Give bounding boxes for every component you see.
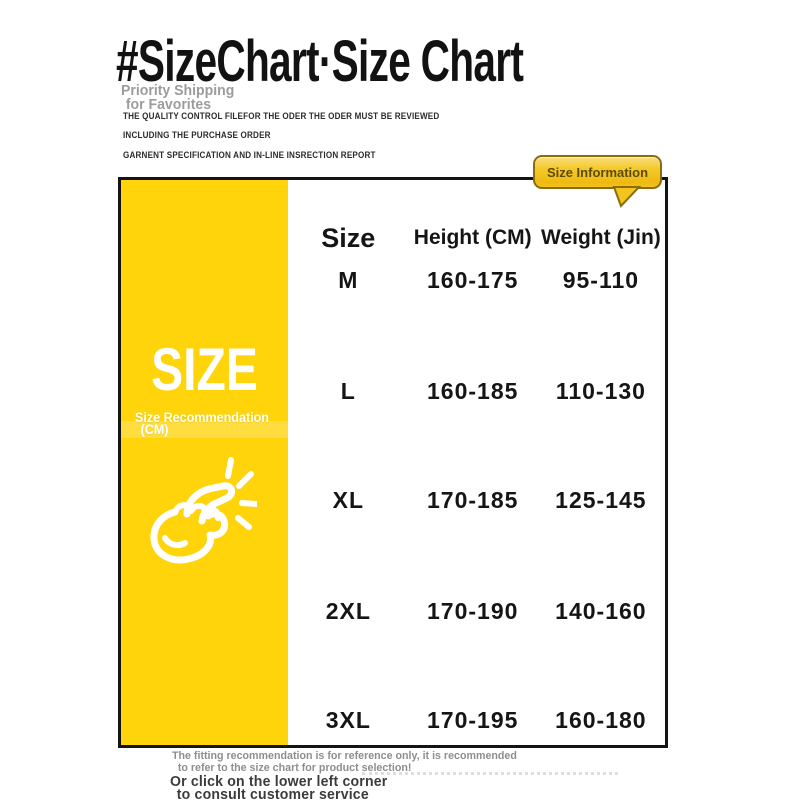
size-information-ribbon: Size Information — [533, 155, 662, 189]
quality-note-3: GARNENT SPECIFICATION AND IN-LINE INSREC… — [123, 150, 376, 160]
quality-note-1: THE QUALITY CONTROL FILEFOR THE ODER THE… — [123, 111, 440, 121]
size-table: SIZE Size Recommendation (CM) — [118, 177, 668, 748]
cta-line2: to consult customer service — [176, 787, 369, 800]
fitting-disclaimer: The fitting recommendation is for refere… — [172, 750, 517, 774]
size-panel: SIZE Size Recommendation (CM) — [121, 180, 288, 745]
dotted-divider — [362, 772, 618, 775]
subtitle-line2: for Favorites — [125, 96, 212, 113]
cell-height: 160-175 — [427, 266, 519, 293]
col-header-weight: Weight (Jin) — [541, 226, 661, 249]
size-table-grid: Size Height (CM) Weight (Jin) M 160-175 … — [288, 180, 665, 745]
col-header-height: Height (CM) — [413, 226, 532, 249]
table-row: M 160-175 95-110 — [288, 264, 665, 296]
cell-weight: 140-160 — [555, 597, 647, 624]
size-recommendation-label: Size Recommendation (CM) — [135, 410, 275, 437]
col-header-size: Size — [321, 222, 376, 253]
cell-size: 3XL — [325, 706, 371, 733]
subtitle-line1: Priority Shipping — [121, 83, 235, 99]
size-recommendation-line1: Size Recommendation — [135, 410, 269, 425]
disclaimer-line1: The fitting recommendation is for refere… — [172, 750, 517, 762]
page-title: #SizeChart·Size Chart — [116, 29, 524, 94]
size-panel-highlight-band — [121, 421, 288, 438]
cell-size: L — [340, 377, 356, 404]
cell-size: M — [338, 266, 359, 293]
table-row: L 160-185 110-130 — [288, 375, 665, 407]
cell-weight: 110-130 — [555, 377, 646, 404]
click-hand-icon — [150, 457, 257, 564]
size-recommendation-line2: (CM) — [140, 421, 169, 437]
quality-note-2: INCLUDING THE PURCHASE ORDER — [123, 130, 271, 140]
cell-height: 170-190 — [427, 597, 519, 624]
cell-weight: 160-180 — [555, 706, 647, 733]
subtitle: Priority Shipping for Favorites — [121, 83, 235, 113]
cell-height: 170-185 — [427, 486, 519, 513]
table-row: XL 170-185 125-145 — [288, 484, 665, 516]
size-panel-big-label: SIZE — [151, 336, 258, 403]
cell-weight: 125-145 — [555, 486, 647, 513]
table-header-row: Size Height (CM) Weight (Jin) — [288, 222, 665, 254]
cell-size: XL — [332, 486, 364, 513]
table-row: 3XL 170-195 160-180 — [288, 704, 665, 736]
ribbon-tail — [612, 186, 642, 208]
cell-weight: 95-110 — [562, 266, 640, 293]
cta-line1: Or click on the lower left corner — [170, 774, 388, 790]
customer-service-cta: Or click on the lower left corner to con… — [170, 774, 388, 800]
cell-height: 160-185 — [427, 377, 519, 404]
table-row: 2XL 170-190 140-160 — [288, 595, 665, 627]
cell-size: 2XL — [325, 597, 371, 624]
cell-height: 170-195 — [427, 706, 519, 733]
disclaimer-line2: to refer to the size chart for product s… — [177, 761, 412, 774]
